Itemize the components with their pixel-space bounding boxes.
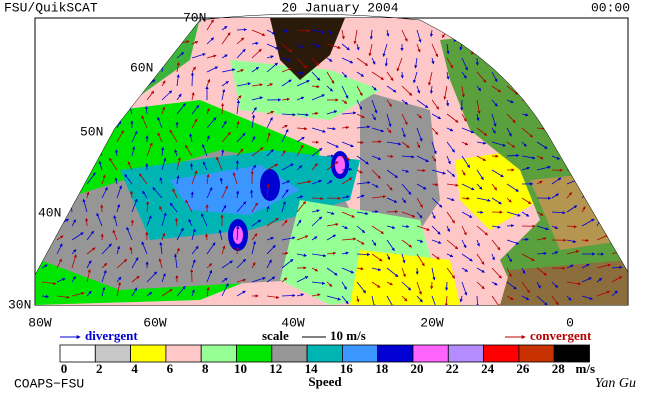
wind-arrow bbox=[477, 212, 483, 213]
wind-arrow bbox=[387, 211, 398, 212]
colorbar-box bbox=[95, 345, 130, 362]
colorbar-box bbox=[307, 345, 342, 362]
lon-label: 20W bbox=[420, 315, 444, 330]
wind-arrow bbox=[372, 211, 378, 212]
colorbar-tick: 6 bbox=[167, 361, 174, 376]
wind-arrow bbox=[446, 282, 447, 290]
wind-arrow bbox=[251, 190, 252, 198]
colorbar-box bbox=[484, 345, 519, 362]
colorbar-tick: 22 bbox=[446, 361, 459, 376]
colorbar-box bbox=[60, 345, 95, 362]
colorbar-tick: 4 bbox=[131, 361, 138, 376]
legend-scale-value: 10 m/s bbox=[330, 328, 366, 343]
wind-arrow bbox=[192, 73, 193, 86]
colorbar-box bbox=[413, 345, 448, 362]
colorbar-tick: 0 bbox=[61, 361, 68, 376]
footer-org: COAPS−FSU bbox=[14, 376, 84, 391]
wind-arrow bbox=[86, 218, 87, 226]
colorbar-box bbox=[378, 345, 413, 362]
header-center: 20 January 2004 bbox=[281, 0, 398, 15]
colorbar-tick: 8 bbox=[202, 361, 209, 376]
colorbar-tick: 28 bbox=[552, 361, 566, 376]
colorbar-label: Speed bbox=[308, 374, 342, 389]
colorbar-box bbox=[272, 345, 307, 362]
colorbar-box bbox=[237, 345, 272, 362]
wind-arrow bbox=[192, 192, 193, 198]
colorbar-tick: 20 bbox=[411, 361, 424, 376]
legend-scale: scale bbox=[262, 328, 289, 343]
footer-author: Yan Gu bbox=[595, 376, 636, 391]
colorbar-box bbox=[201, 345, 236, 362]
colorbar-tick: 26 bbox=[516, 361, 530, 376]
colorbar-unit: m/s bbox=[576, 361, 596, 376]
colorbar-tick: 10 bbox=[234, 361, 247, 376]
colorbar-tick: 18 bbox=[375, 361, 389, 376]
colorbar-box bbox=[554, 345, 589, 362]
colorbar-box bbox=[166, 345, 201, 362]
colorbar-tick: 12 bbox=[269, 361, 282, 376]
colorbar-box bbox=[131, 345, 166, 362]
lat-label: 40N bbox=[38, 205, 61, 220]
colorbar-tick: 2 bbox=[96, 361, 103, 376]
legend-convergent: convergent bbox=[530, 328, 592, 343]
wind-arrow bbox=[462, 198, 469, 199]
lat-label: 50N bbox=[80, 124, 103, 139]
lon-label: 80W bbox=[28, 315, 52, 330]
colorbar-tick: 16 bbox=[340, 361, 354, 376]
lat-label: 60N bbox=[130, 60, 153, 75]
lat-label: 70N bbox=[183, 10, 206, 25]
header-left: FSU/QuikSCAT bbox=[4, 0, 98, 15]
lat-label: 30N bbox=[8, 297, 31, 312]
colorbar-box bbox=[519, 345, 554, 362]
colorbar-box bbox=[448, 345, 483, 362]
colorbar-box bbox=[342, 345, 377, 362]
header-right: 00:00 bbox=[591, 0, 630, 15]
lon-label: 60W bbox=[143, 315, 167, 330]
wind-arrow bbox=[387, 156, 393, 157]
legend-divergent: divergent bbox=[85, 328, 138, 343]
colorbar-tick: 24 bbox=[481, 361, 495, 376]
wind-arrow bbox=[237, 247, 238, 254]
